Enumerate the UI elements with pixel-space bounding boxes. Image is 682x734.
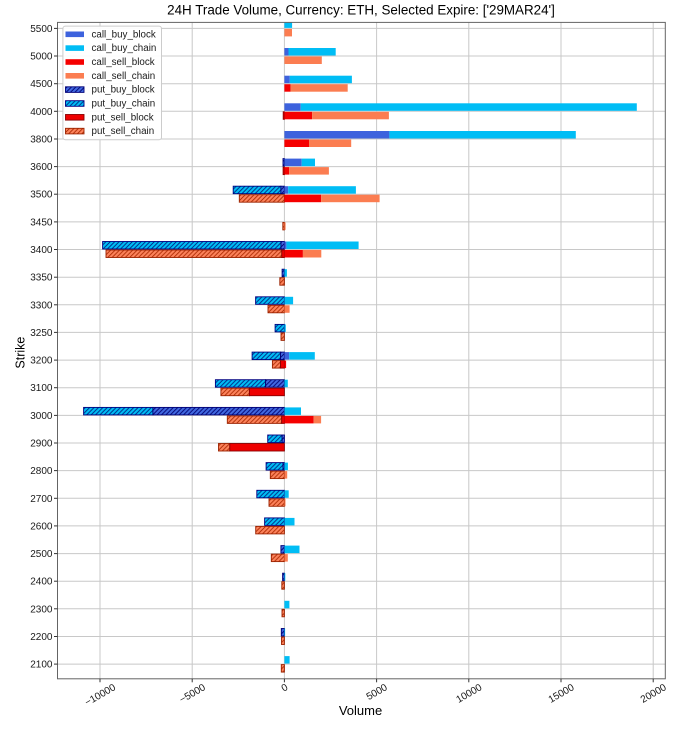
svg-text:put_buy_chain: put_buy_chain xyxy=(92,99,156,110)
svg-text:3600: 3600 xyxy=(30,162,53,173)
svg-text:3800: 3800 xyxy=(30,135,53,146)
svg-text:3200: 3200 xyxy=(30,356,53,367)
svg-text:4000: 4000 xyxy=(30,107,53,118)
svg-text:call_sell_block: call_sell_block xyxy=(92,57,155,68)
svg-text:2900: 2900 xyxy=(30,439,53,450)
svg-text:3300: 3300 xyxy=(30,300,53,311)
svg-text:5500: 5500 xyxy=(30,24,53,35)
svg-text:0: 0 xyxy=(280,682,291,695)
svg-text:24H Trade Volume, Currency: ET: 24H Trade Volume, Currency: ETH, Selecte… xyxy=(167,2,555,17)
svg-text:3100: 3100 xyxy=(30,383,53,394)
svg-text:3500: 3500 xyxy=(30,190,53,201)
svg-text:Strike: Strike xyxy=(14,337,28,369)
svg-text:put_sell_chain: put_sell_chain xyxy=(92,126,155,137)
svg-text:2600: 2600 xyxy=(30,521,53,532)
svg-text:2800: 2800 xyxy=(30,466,53,477)
svg-text:put_buy_block: put_buy_block xyxy=(92,85,155,96)
svg-text:3450: 3450 xyxy=(30,217,53,228)
svg-text:3400: 3400 xyxy=(30,245,53,256)
svg-text:call_buy_chain: call_buy_chain xyxy=(92,43,157,54)
svg-text:2200: 2200 xyxy=(30,632,53,643)
svg-text:3350: 3350 xyxy=(30,273,53,284)
svg-text:call_sell_chain: call_sell_chain xyxy=(92,71,156,82)
svg-text:3000: 3000 xyxy=(30,411,53,422)
svg-text:put_sell_block: put_sell_block xyxy=(92,112,154,123)
svg-text:2400: 2400 xyxy=(30,577,53,588)
svg-text:4500: 4500 xyxy=(30,79,53,90)
svg-text:call_buy_block: call_buy_block xyxy=(92,29,156,40)
svg-text:Volume: Volume xyxy=(339,703,382,718)
svg-text:2100: 2100 xyxy=(30,660,53,671)
svg-text:2500: 2500 xyxy=(30,549,53,560)
svg-text:3250: 3250 xyxy=(30,328,53,339)
svg-text:2300: 2300 xyxy=(30,604,53,615)
svg-text:2700: 2700 xyxy=(30,494,53,505)
svg-text:5000: 5000 xyxy=(30,52,53,63)
